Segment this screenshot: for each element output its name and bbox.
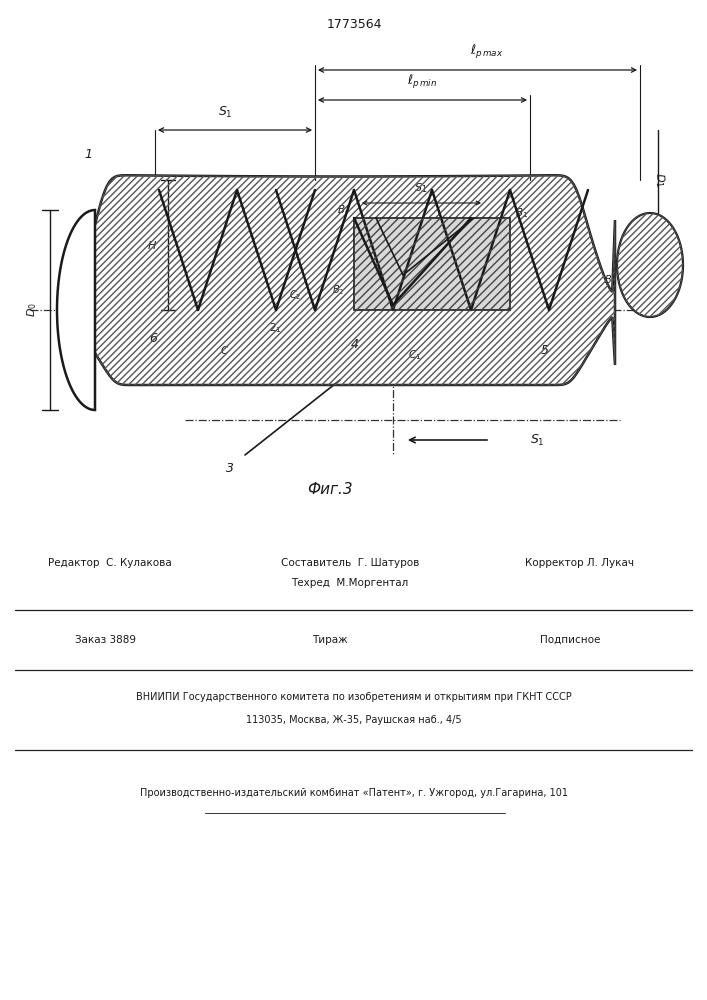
Text: $H$: $H$: [147, 239, 157, 251]
Text: ВНИИПИ Государственного комитета по изобретениям и открытиям при ГКНТ СССР: ВНИИПИ Государственного комитета по изоб…: [136, 692, 572, 702]
Text: 5: 5: [541, 344, 549, 357]
Polygon shape: [57, 210, 95, 410]
Text: $S_1$: $S_1$: [414, 181, 428, 195]
Text: Техред  М.Моргентал: Техред М.Моргентал: [291, 578, 409, 588]
Text: Редактор  С. Кулакова: Редактор С. Кулакова: [48, 558, 172, 568]
Text: $S_1$: $S_1$: [530, 432, 544, 448]
Text: $C_1$: $C_1$: [409, 348, 421, 362]
Polygon shape: [354, 218, 510, 310]
Text: $B_r$: $B_r$: [337, 203, 349, 217]
Text: $D_0$: $D_0$: [25, 303, 39, 317]
Text: $C$: $C$: [221, 344, 230, 356]
Text: Производственно-издательский комбинат «Патент», г. Ужгород, ул.Гагарина, 101: Производственно-издательский комбинат «П…: [140, 788, 568, 798]
Text: Фиг.3: Фиг.3: [307, 483, 353, 497]
Text: Составитель  Г. Шатуров: Составитель Г. Шатуров: [281, 558, 419, 568]
Text: $B_3$: $B_3$: [404, 283, 416, 297]
Polygon shape: [68, 175, 615, 385]
Text: $2_1$: $2_1$: [269, 321, 281, 335]
Text: $B_2$: $B_2$: [332, 283, 344, 297]
Text: $C_2$: $C_2$: [289, 288, 301, 302]
Text: 113035, Москва, Ж-35, Раушская наб., 4/5: 113035, Москва, Ж-35, Раушская наб., 4/5: [246, 715, 462, 725]
Text: $B_1$: $B_1$: [515, 206, 528, 220]
Text: 1: 1: [84, 148, 92, 161]
Text: 3: 3: [226, 462, 234, 475]
Text: $B_4$: $B_4$: [469, 283, 481, 297]
Text: $D_1$: $D_1$: [653, 172, 667, 188]
Text: 4: 4: [351, 338, 359, 352]
Text: $S_1$: $S_1$: [218, 104, 233, 120]
Text: $\ell_{p\,min}$: $\ell_{p\,min}$: [407, 73, 437, 91]
Text: Подписное: Подписное: [540, 635, 600, 645]
Text: $B_5$: $B_5$: [604, 273, 617, 287]
Text: Корректор Л. Лукач: Корректор Л. Лукач: [525, 558, 634, 568]
Polygon shape: [617, 213, 683, 317]
Text: Заказ 3889: Заказ 3889: [75, 635, 136, 645]
Text: $\ell_{p\,max}$: $\ell_{p\,max}$: [470, 43, 503, 61]
Text: 1773564: 1773564: [326, 18, 382, 31]
Text: 6: 6: [149, 332, 157, 344]
Text: Тираж: Тираж: [312, 635, 348, 645]
